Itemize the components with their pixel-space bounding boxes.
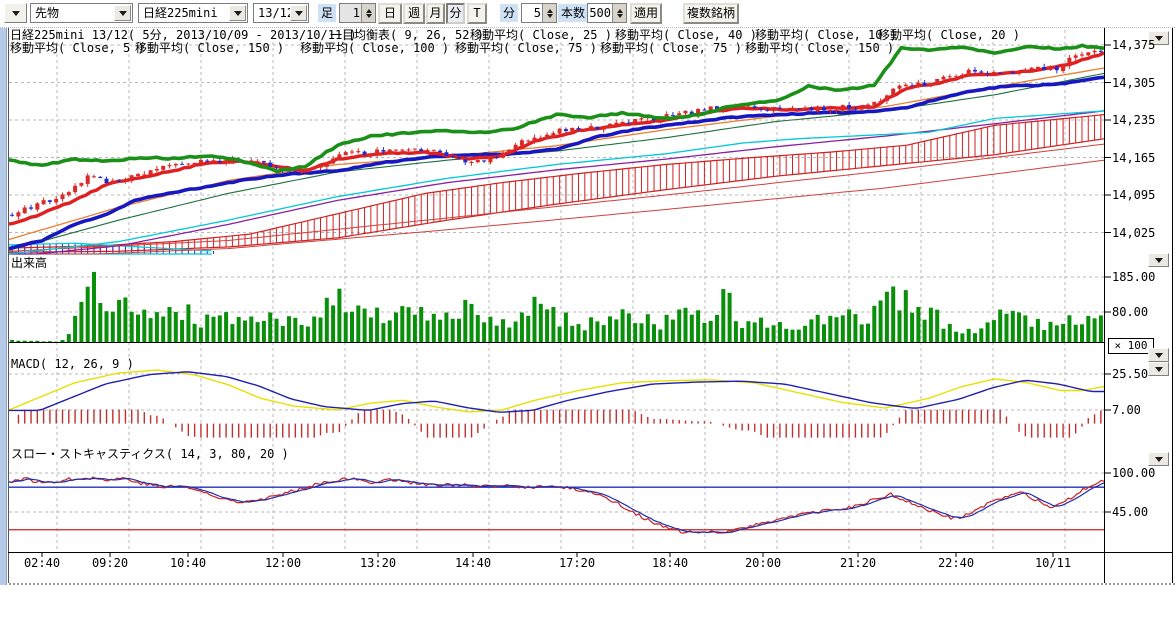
symbol-value: 日経225mini bbox=[143, 6, 218, 20]
legend-item: 移動平均( Close, 150 ) bbox=[745, 42, 894, 55]
price-axis-label: 14,305 bbox=[1112, 77, 1155, 89]
time-axis-label: 22:40 bbox=[938, 557, 974, 570]
macd-pane-scroll-down-button[interactable] bbox=[1148, 362, 1169, 376]
legend-item: 移動平均( Close, 75 ) bbox=[455, 42, 597, 55]
spinner-buttons-icon[interactable] bbox=[361, 4, 375, 22]
instrument-type-value: 先物 bbox=[35, 6, 59, 20]
volume-pane-bottom-scroll-down-button[interactable] bbox=[1148, 348, 1169, 362]
volume-panel-title: 出来高 bbox=[11, 257, 47, 270]
apply-button[interactable]: 適用 bbox=[630, 3, 662, 24]
chart-application-window: { "toolbar": { "combos": [ {"value": "先物… bbox=[0, 0, 1175, 640]
minute-value: 5 bbox=[534, 6, 541, 20]
period-button-週[interactable]: 週 bbox=[403, 3, 425, 24]
legend-item: 移動平均( Close, 20 ) bbox=[878, 29, 1020, 42]
price-axis-label: 14,025 bbox=[1112, 227, 1155, 239]
contract-month-value: 13/12 bbox=[258, 6, 294, 20]
ashi-count-value: 1 bbox=[353, 6, 360, 20]
chevron-down-icon bbox=[1155, 353, 1163, 358]
period-button-日[interactable]: 日 bbox=[378, 3, 402, 24]
price-axis-label: 14,375 bbox=[1112, 39, 1155, 51]
stoch-axis-label: 100.00 bbox=[1112, 467, 1155, 479]
macd-axis-label: 25.50 bbox=[1112, 368, 1148, 380]
time-axis-label: 12:00 bbox=[265, 557, 301, 570]
bar-count-value: 500 bbox=[589, 6, 611, 20]
minute-label: 分 bbox=[500, 4, 518, 22]
window-edge-strip bbox=[0, 28, 7, 585]
chevron-down-icon[interactable] bbox=[290, 5, 307, 21]
legend-item: 移動平均( Close, 75 ) bbox=[600, 42, 742, 55]
macd-axis-label: 7.00 bbox=[1112, 404, 1141, 416]
symbol-select[interactable]: 日経225mini bbox=[138, 3, 248, 23]
chevron-down-icon[interactable] bbox=[229, 5, 246, 21]
chart-plot bbox=[0, 0, 1175, 640]
period-button-T[interactable]: T bbox=[467, 3, 487, 24]
instrument-type-select[interactable]: 先物 bbox=[30, 3, 133, 23]
chevron-down-icon bbox=[12, 11, 20, 16]
bar-count-label: 本数 bbox=[558, 4, 588, 22]
indicator-legend-row2: 移動平均( Close, 5 )移動平均( Close, 150 )移動平均( … bbox=[0, 42, 1100, 55]
legend-item: 移動平均( Close, 150 ) bbox=[135, 42, 284, 55]
toolbar: 先物 日経225mini 13/12 足 1 日週月分T 分 5 本数 500 … bbox=[0, 0, 1175, 28]
stoch-panel-title: スロー・ストキャスティクス( 14, 3, 80, 20 ) bbox=[11, 448, 289, 461]
contract-month-select[interactable]: 13/12 bbox=[253, 3, 309, 23]
chevron-down-icon bbox=[1155, 258, 1163, 263]
chevron-down-icon bbox=[1155, 457, 1163, 462]
chevron-down-icon[interactable] bbox=[114, 5, 131, 21]
price-axis-label: 14,095 bbox=[1112, 189, 1155, 201]
ashi-label: 足 bbox=[318, 4, 336, 22]
bar-count-spinner[interactable]: 500 bbox=[587, 3, 627, 23]
stoch-axis-label: 45.00 bbox=[1112, 506, 1148, 518]
volume-axis-label: 185.00 bbox=[1112, 271, 1155, 283]
legend-item: 移動平均( Close, 5 ) bbox=[10, 42, 145, 55]
time-axis-label: 13:20 bbox=[360, 557, 396, 570]
chevron-down-icon bbox=[1155, 36, 1163, 41]
price-axis-label: 14,235 bbox=[1112, 114, 1155, 126]
time-axis-label: 21:20 bbox=[840, 557, 876, 570]
period-button-分[interactable]: 分 bbox=[446, 3, 465, 24]
period-button-月[interactable]: 月 bbox=[426, 3, 445, 24]
ashi-count-spinner[interactable]: 1 bbox=[339, 3, 376, 23]
time-axis-label: 14:40 bbox=[455, 557, 491, 570]
multi-symbol-button[interactable]: 複数銘柄 bbox=[683, 3, 739, 24]
time-axis-label: 17:20 bbox=[559, 557, 595, 570]
volume-axis-label: 80.00 bbox=[1112, 306, 1148, 318]
volume-pane-scroll-down-button[interactable] bbox=[1148, 253, 1169, 267]
time-axis-label: 10/11 bbox=[1035, 557, 1071, 570]
time-axis-label: 02:40 bbox=[24, 557, 60, 570]
time-axis-label: 20:00 bbox=[745, 557, 781, 570]
macd-panel-title: MACD( 12, 26, 9 ) bbox=[11, 358, 134, 371]
time-axis-label: 10:40 bbox=[170, 557, 206, 570]
chevron-down-icon bbox=[1155, 367, 1163, 372]
panel-splitter[interactable] bbox=[0, 583, 1175, 585]
stoch-pane-scroll-down-button[interactable] bbox=[1148, 452, 1169, 466]
legend-item: 移動平均( Close, 100 ) bbox=[300, 42, 449, 55]
price-axis-label: 14,165 bbox=[1112, 152, 1155, 164]
spinner-buttons-icon[interactable] bbox=[612, 4, 626, 22]
chart-menu-dropdown-button[interactable] bbox=[4, 3, 27, 23]
time-axis-label: 09:20 bbox=[92, 557, 128, 570]
minute-value-spinner[interactable]: 5 bbox=[521, 3, 557, 23]
time-axis-label: 18:40 bbox=[652, 557, 688, 570]
spinner-buttons-icon[interactable] bbox=[542, 4, 556, 22]
